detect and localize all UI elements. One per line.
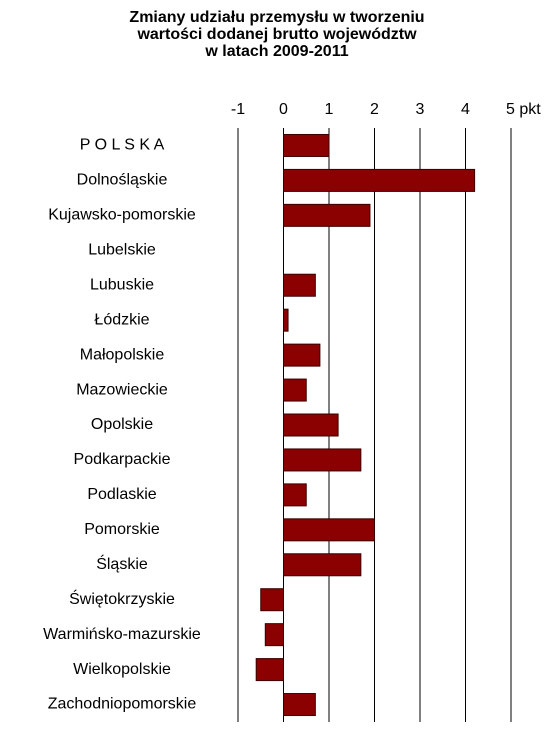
y-tick-label: Opolskie [91,416,153,433]
bar [283,133,330,157]
y-tick-label: Pomorskie [84,521,160,538]
bar [283,553,362,577]
chart-title: wartości dodanej brutto województw [136,26,417,43]
y-tick-label: Lubuskie [90,276,154,293]
bar [260,588,284,612]
y-tick-label: Zachodniopomorskie [48,696,197,713]
y-tick-label: Małopolskie [80,346,165,363]
y-tick-label: Łódzkie [94,311,149,328]
y-tick-label: Świętokrzyskie [69,589,175,608]
x-tick-label: -1 [231,101,245,118]
bar [283,343,321,367]
x-tick-label: 1 [325,101,334,118]
x-tick-label: 4 [461,101,470,118]
bar [283,448,362,472]
y-tick-label: Wielkopolskie [73,661,171,678]
x-tick-label: 3 [416,101,425,118]
y-tick-label: Śląskie [96,554,148,573]
bar [264,623,284,647]
x-tick-label: 2 [370,101,379,118]
chart-title: Zmiany udziału przemysłu w tworzeniu [129,9,424,26]
x-tick-label: 0 [279,101,288,118]
y-tick-label: Podkarpackie [74,451,171,468]
bar [283,413,339,437]
bar [255,658,285,682]
y-tick-label: Lubelskie [88,242,156,259]
bar [283,378,307,402]
bar [283,308,289,332]
y-tick-label: Kujawsko-pomorskie [48,207,196,224]
bar [283,483,307,507]
chart-title: w latach 2009-2011 [204,43,348,60]
y-tick-label: Dolnośląskie [77,172,168,189]
x-tick-label: 5 pkt [506,101,541,118]
bar [283,518,375,542]
bar [283,168,476,192]
y-tick-label: P O L S K A [80,137,165,154]
bar [283,203,371,227]
bar [283,273,316,297]
bar [283,693,316,717]
y-tick-label: Podlaskie [87,486,156,503]
y-tick-label: Mazowieckie [76,381,168,398]
y-tick-label: Warmińsko-mazurskie [43,626,201,643]
